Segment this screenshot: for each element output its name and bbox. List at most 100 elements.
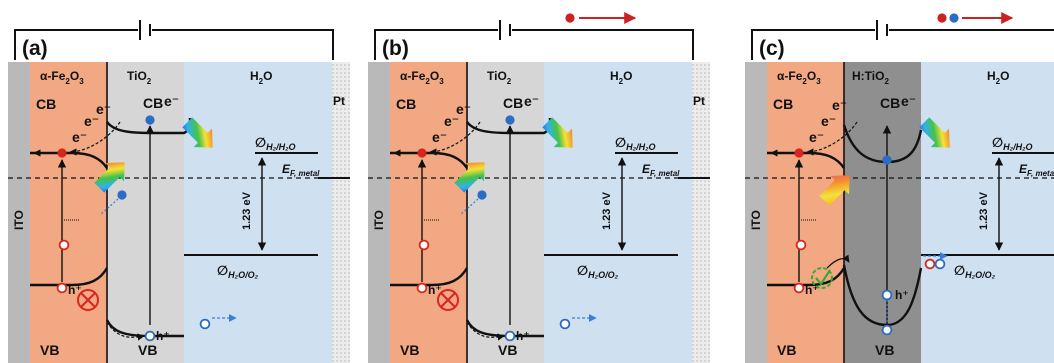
- hematite-vb-label: VB: [40, 342, 59, 358]
- gap-value-label: 1.23 eV: [241, 191, 253, 230]
- hematite-vb-edge: [767, 267, 846, 287]
- pt-label: Pt: [693, 94, 705, 108]
- middle-vb-label: VB: [875, 342, 894, 358]
- middle-layer-label: TiO2: [487, 69, 512, 86]
- middle-cb-label: CB: [503, 95, 523, 111]
- tio2-trap-electron-icon: [117, 190, 127, 200]
- light-arrow-left-icon: [94, 162, 125, 193]
- o2-level-label: ∅H₂O/O₂: [217, 263, 259, 280]
- h-tio2-hole-upper-icon: [881, 289, 893, 301]
- middle-cb-label: CB: [880, 95, 900, 111]
- transfer-e-3: e⁻: [456, 101, 471, 117]
- hematite-label: α-Fe2O3: [40, 69, 84, 86]
- electron-transfer-arrow: [806, 121, 858, 156]
- water-label: H2O: [250, 69, 272, 86]
- fermi-metal-label: EF, metal: [1019, 162, 1054, 178]
- blocked-cross-icon: [437, 289, 459, 311]
- hematite-hole-icon: [416, 282, 428, 294]
- transfer-e-1: e⁻: [72, 129, 87, 145]
- ito-layer: [368, 62, 390, 363]
- tio2-hole-label: h⁺: [516, 329, 530, 343]
- blocked-line-2: [440, 292, 456, 308]
- rainbow-light-arrow-shape: [819, 175, 850, 206]
- hematite-vb-label: VB: [777, 342, 796, 358]
- check-circle: [811, 267, 833, 289]
- tio2-trap-path: [99, 198, 119, 216]
- ito-layer: [745, 62, 767, 363]
- gap-value-label: 1.23 eV: [601, 191, 613, 230]
- hematite-hole-label: h⁺: [68, 283, 82, 297]
- rainbow-light-arrow-shape: [919, 117, 950, 148]
- pt-label: Pt: [333, 94, 345, 108]
- hematite-electron-icon: [57, 148, 67, 158]
- pt-electrode: [692, 62, 710, 363]
- transfer-e-1: e⁻: [809, 129, 824, 145]
- transfer-e-2: e⁻: [84, 113, 99, 129]
- transfer-e-1: e⁻: [432, 129, 447, 145]
- ito-label: ITO: [12, 210, 26, 230]
- circuit-electron-icon: [937, 13, 947, 23]
- ito-label: ITO: [372, 210, 386, 230]
- water-layer: [921, 62, 1054, 363]
- transfer-e-2: e⁻: [444, 113, 459, 129]
- external-circuit-wire: [14, 29, 334, 60]
- h2-level-label: ∅H₂/H₂O: [992, 135, 1033, 152]
- transfer-e-3: e⁻: [832, 97, 847, 113]
- transfer-e-2: e⁻: [821, 113, 836, 129]
- fermi-metal-label: EF, metal: [642, 162, 680, 178]
- gap-value-label: 1.23 eV: [978, 191, 990, 230]
- pt-electrode: [332, 62, 350, 363]
- tio2-hole-label: h⁺: [156, 329, 170, 343]
- hematite-label: α-Fe2O3: [400, 69, 444, 86]
- hematite-cb-label: CB: [36, 96, 56, 112]
- panel-label: (c): [759, 37, 785, 60]
- hole-injection-arrow: [826, 254, 850, 269]
- water-hole-blue-icon: [934, 258, 946, 270]
- hematite-cb-label: CB: [773, 96, 793, 112]
- middle-layer-label: H:TiO2: [852, 69, 889, 86]
- blocked-line-2: [80, 292, 96, 308]
- light-arrow-right-icon: [919, 117, 950, 148]
- water-label: H2O: [610, 69, 632, 86]
- panel-label: (b): [382, 37, 409, 60]
- trapped-hole-icon: [58, 239, 70, 251]
- middle-e-label: e⁻: [524, 93, 539, 109]
- tio2-electron-icon: [882, 155, 892, 165]
- middle-vb-label: VB: [138, 342, 157, 358]
- o2-level-label: ∅H₂O/O₂: [577, 263, 619, 280]
- light-arrow-left-icon: [454, 162, 485, 193]
- trapped-hole-icon: [418, 239, 430, 251]
- hematite-label: α-Fe2O3: [777, 69, 821, 86]
- hematite-electron-icon: [417, 148, 427, 158]
- hematite-layer: [767, 62, 844, 363]
- hematite-vb-edge: [390, 267, 469, 287]
- hematite-hole-label: h⁺: [805, 283, 819, 297]
- green-check-icon: [811, 267, 833, 289]
- rainbow-light-arrow-shape: [94, 162, 125, 193]
- transfer-e-3: e⁻: [96, 101, 111, 117]
- water-hole-red-icon: [924, 258, 936, 270]
- hematite-vb-edge: [30, 267, 109, 287]
- middle-e-label: e⁻: [164, 93, 179, 109]
- external-circuit-wire: [751, 29, 1054, 60]
- h2-level-label: ∅H₂/H₂O: [615, 135, 656, 152]
- middle-cb-label: CB: [143, 95, 163, 111]
- middle-e-label: e⁻: [901, 93, 916, 109]
- hematite-electron-icon: [794, 148, 804, 158]
- hematite-hole-icon: [793, 282, 805, 294]
- check-mark: [815, 269, 831, 286]
- external-circuit-wire: [374, 29, 694, 60]
- hematite-hole-label: h⁺: [428, 283, 442, 297]
- tio2-trap-path: [459, 198, 479, 216]
- electron-transfer-arrow: [69, 121, 121, 156]
- blocked-circle: [77, 289, 99, 311]
- middle-vb-label: VB: [498, 342, 517, 358]
- light-arrow-right-icon: [182, 117, 213, 148]
- tio2-hole-icon: [144, 330, 156, 342]
- tio2-layer: [467, 62, 544, 363]
- hematite-vb-label: VB: [400, 342, 419, 358]
- h2-level-label: ∅H₂/H₂O: [255, 135, 296, 152]
- circuit-electron-blue-icon: [949, 13, 959, 23]
